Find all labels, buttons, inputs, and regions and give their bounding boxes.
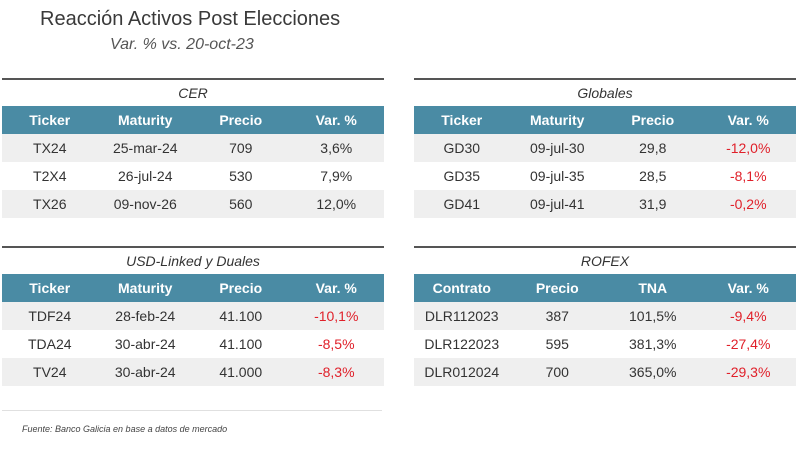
- table-row: TDF24 28-feb-24 41.100 -10,1%: [2, 302, 384, 330]
- table-cell: 29,8: [605, 134, 701, 162]
- data-table: Ticker Maturity Precio Var. % GD30 09-ju…: [414, 106, 796, 218]
- table-row: TDA24 30-abr-24 41.100 -8,5%: [2, 330, 384, 358]
- table-row: GD41 09-jul-41 31,9 -0,2%: [414, 190, 796, 218]
- source-note: Fuente: Banco Galicia en base a datos de…: [22, 424, 228, 434]
- table-cell: 26-jul-24: [118, 168, 173, 184]
- source-divider: [2, 410, 382, 411]
- panel-globales: Globales Ticker Maturity Precio Var. % G…: [414, 78, 796, 218]
- table-cell: 09-nov-26: [97, 190, 193, 218]
- column-header: Precio: [509, 274, 605, 302]
- column-header: Maturity: [509, 106, 605, 134]
- table-row: DLR112023 387 101,5% -9,4%: [414, 302, 796, 330]
- page-subtitle: Var. % vs. 20-oct-23: [110, 36, 254, 53]
- table-row: DLR122023 595 381,3% -27,4%: [414, 330, 796, 358]
- table-cell: -8,1%: [729, 168, 767, 184]
- column-header: Var. %: [288, 274, 384, 302]
- table-header-row: Ticker Maturity Precio Var. %: [2, 106, 384, 134]
- table-cell: TX26: [2, 190, 98, 218]
- table-cell: 700: [509, 358, 605, 386]
- table-cell: 09-jul-41: [509, 190, 605, 218]
- column-header: Maturity: [97, 274, 193, 302]
- panel-rofex: ROFEX Contrato Precio TNA Var. % DLR1120…: [414, 246, 796, 386]
- table-row: T2X4 26-jul-24 530 7,9%: [2, 162, 384, 190]
- data-table: Ticker Maturity Precio Var. % TDF24 28-f…: [2, 274, 384, 386]
- table-cell: 709: [193, 134, 289, 162]
- table-cell: DLR122023: [424, 336, 500, 352]
- table-cell: GD35: [443, 168, 481, 184]
- table-cell: DLR112023: [414, 302, 510, 330]
- table-cell: 41.000: [193, 358, 289, 386]
- table-cell: 530: [229, 168, 253, 184]
- table-header-row: Contrato Precio TNA Var. %: [414, 274, 796, 302]
- table-cell: TV24: [2, 358, 98, 386]
- table-cell: 381,3%: [629, 336, 677, 352]
- table-cell: -12,0%: [700, 134, 796, 162]
- table-cell: GD41: [414, 190, 510, 218]
- table-cell: 41.100: [193, 302, 289, 330]
- table-cell: DLR012024: [414, 358, 510, 386]
- table-cell: 28,5: [639, 168, 667, 184]
- table-cell: T2X4: [33, 168, 67, 184]
- panel-usd-linked: USD-Linked y Duales Ticker Maturity Prec…: [2, 246, 384, 386]
- data-table: Ticker Maturity Precio Var. % TX24 25-ma…: [2, 106, 384, 218]
- table-row: GD35 09-jul-35 28,5 -8,1%: [414, 162, 796, 190]
- table-cell: 31,9: [605, 190, 701, 218]
- table-cell: -0,2%: [700, 190, 796, 218]
- table-cell: -8,3%: [288, 358, 384, 386]
- table-cell: 09-jul-30: [509, 134, 605, 162]
- table-cell: 3,6%: [288, 134, 384, 162]
- table-cell: 560: [193, 190, 289, 218]
- table-cell: 365,0%: [605, 358, 701, 386]
- panel-heading: Globales: [414, 78, 796, 106]
- table-cell: 12,0%: [288, 190, 384, 218]
- table-cell: 25-mar-24: [97, 134, 193, 162]
- table-cell: TDF24: [2, 302, 98, 330]
- table-cell: 41.100: [219, 336, 263, 352]
- column-header: Ticker: [2, 106, 98, 134]
- table-cell: 30-abr-24: [114, 336, 176, 352]
- table-cell: -29,3%: [700, 358, 796, 386]
- column-header: Var. %: [288, 106, 384, 134]
- table-row: GD30 09-jul-30 29,8 -12,0%: [414, 134, 796, 162]
- table-cell: -10,1%: [288, 302, 384, 330]
- table-cell: -8,5%: [317, 336, 355, 352]
- column-header: Ticker: [2, 274, 98, 302]
- column-header: TNA: [605, 274, 701, 302]
- table-cell: 7,9%: [320, 168, 353, 184]
- table-cell: 09-jul-35: [530, 168, 585, 184]
- table-cell: 101,5%: [605, 302, 701, 330]
- table-cell: 28-feb-24: [97, 302, 193, 330]
- table-cell: TX24: [2, 134, 98, 162]
- column-header: Maturity: [97, 106, 193, 134]
- column-header: Contrato: [414, 274, 510, 302]
- table-header-row: Ticker Maturity Precio Var. %: [2, 274, 384, 302]
- panel-cer: CER Ticker Maturity Precio Var. % TX24 2…: [2, 78, 384, 218]
- table-cell: 387: [509, 302, 605, 330]
- table-cell: GD30: [414, 134, 510, 162]
- table-row: TX24 25-mar-24 709 3,6%: [2, 134, 384, 162]
- panel-heading: CER: [2, 78, 384, 106]
- column-header: Precio: [193, 106, 289, 134]
- table-cell: -9,4%: [700, 302, 796, 330]
- column-header: Precio: [193, 274, 289, 302]
- table-cell: TDA24: [27, 336, 72, 352]
- column-header: Ticker: [414, 106, 510, 134]
- panel-heading: ROFEX: [414, 246, 796, 274]
- table-header-row: Ticker Maturity Precio Var. %: [414, 106, 796, 134]
- panel-heading: USD-Linked y Duales: [2, 246, 384, 274]
- table-cell: -27,4%: [726, 336, 771, 352]
- table-row: TV24 30-abr-24 41.000 -8,3%: [2, 358, 384, 386]
- table-cell: 30-abr-24: [97, 358, 193, 386]
- column-header: Var. %: [700, 274, 796, 302]
- table-row: TX26 09-nov-26 560 12,0%: [2, 190, 384, 218]
- column-header: Precio: [605, 106, 701, 134]
- table-row: DLR012024 700 365,0% -29,3%: [414, 358, 796, 386]
- column-header: Var. %: [700, 106, 796, 134]
- page-title: Reacción Activos Post Elecciones: [40, 8, 341, 30]
- table-cell: 595: [545, 336, 569, 352]
- data-table: Contrato Precio TNA Var. % DLR112023 387…: [414, 274, 796, 386]
